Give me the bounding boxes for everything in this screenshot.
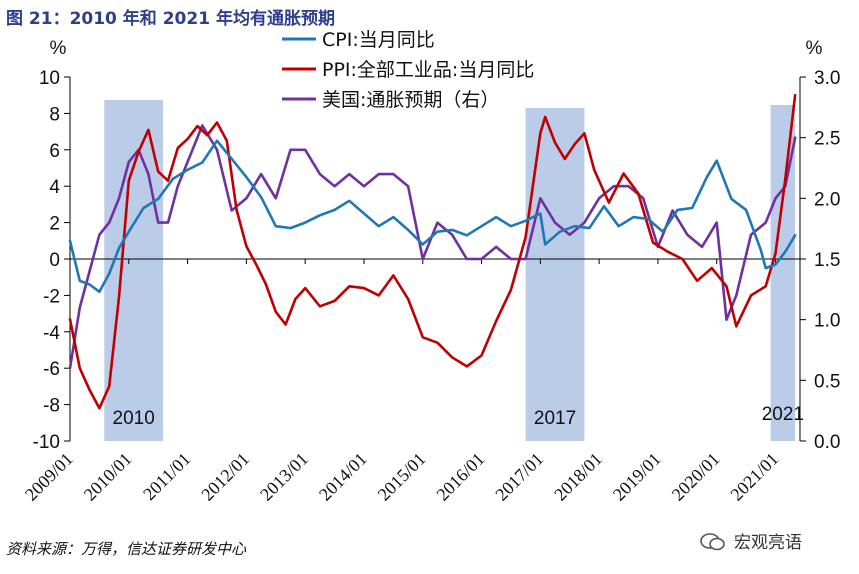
x-tick-label: 2012/01 [197,449,253,505]
right-tick-label: 2.5 [814,129,840,150]
series-layer [68,93,797,410]
left-axis-unit: % [50,38,67,59]
left-tick-label: 8 [49,104,60,125]
left-tick-label: -4 [43,323,60,344]
x-tick-label: 2021/01 [726,449,782,505]
left-tick-label: 0 [49,250,60,271]
x-tick-label: 2019/01 [609,449,665,505]
right-tick-label: 3.0 [814,68,840,89]
legend-label-2: 美国:通胀预期（右） [322,89,499,111]
watermark-text: 宏观亮语 [734,533,802,553]
series-line-2 [68,124,797,370]
right-tick-label: 1.5 [814,250,840,271]
legend-label-1: PPI:全部工业品:当月同比 [322,59,534,81]
wechat-icon [700,533,725,551]
figure-title: 图 21：2010 年和 2021 年均有通胀预期 [6,9,335,29]
x-tick-label: 2018/01 [550,449,606,505]
left-tick-label: -6 [43,359,60,380]
right-tick-label: 2.0 [814,189,840,210]
shaded-period-label-2010: 2010 [113,408,155,429]
left-tick-label: -2 [43,286,60,307]
legend-label-0: CPI:当月同比 [322,29,435,51]
right-axis: 3.0 2.5 2.0 1.5 1.0 0.5 0.0% [799,38,840,453]
x-tick-label: 2015/01 [374,449,430,505]
shaded-period-label-2017: 2017 [534,408,576,429]
left-axis: 10 8 6 4 2 0 -2 -4 -6 -8 -10% [33,38,71,453]
left-tick-label: 4 [49,177,60,198]
right-tick-label: 0.0 [814,432,840,453]
x-tick-label: 2020/01 [668,449,724,505]
x-tick-label: 2009/01 [21,449,77,505]
shaded-period-label-2021: 2021 [762,404,804,425]
left-tick-label: -10 [33,432,60,453]
source-note: 资料来源：万得，信达证券研发中心 [6,540,247,558]
x-tick-label: 2013/01 [256,449,312,505]
right-axis-unit: % [806,38,823,59]
x-tick-label: 2016/01 [432,449,488,505]
right-tick-label: 0.5 [814,371,840,392]
x-tick-label: 2011/01 [139,449,194,504]
series-line-0 [68,139,797,294]
series-line-1 [68,93,797,410]
shaded-period-2017 [525,108,585,441]
left-tick-label: 6 [49,141,60,162]
left-tick-label: 10 [39,68,60,89]
shaded-periods: 2010 2017 2021 [104,100,804,441]
watermark: 宏观亮语 [700,528,802,553]
x-tick-label: 2017/01 [491,449,547,505]
right-tick-label: 1.0 [814,311,840,332]
left-tick-label: 2 [49,214,60,235]
x-tick-label: 2014/01 [315,449,371,505]
left-tick-label: -8 [43,396,60,417]
x-tick-label: 2010/01 [80,449,136,505]
